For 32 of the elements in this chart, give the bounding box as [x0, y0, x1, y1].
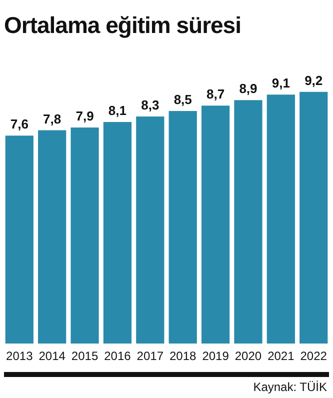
data-label: 9,1: [272, 76, 290, 91]
x-tick-label: 2015: [71, 349, 98, 364]
data-label: 8,9: [239, 81, 258, 96]
bar: [234, 100, 262, 344]
x-tick-label: 2013: [6, 349, 34, 364]
x-tick-label: 2021: [268, 349, 295, 364]
bar: [38, 130, 66, 344]
bar: [136, 116, 164, 344]
data-label: 8,3: [141, 98, 160, 113]
x-tick-label: 2022: [300, 349, 328, 364]
text: Kaynak: TÜİK: [253, 380, 327, 394]
data-label: 8,7: [206, 86, 225, 102]
chart-title: Ortalama eğitim süresi: [4, 12, 241, 39]
data-label: 7,9: [76, 108, 94, 124]
data-label: 9,2: [304, 72, 323, 88]
bar: [103, 122, 132, 344]
x-tick-label: 2016: [104, 349, 132, 364]
x-tick-label: 2014: [38, 349, 66, 364]
bar: [70, 127, 99, 344]
data-label: 7,8: [43, 111, 62, 126]
bar: [201, 106, 230, 344]
bar: [5, 136, 34, 344]
bar: [266, 94, 295, 344]
data-label: 8,5: [174, 92, 192, 108]
bar: [300, 92, 328, 344]
x-tick-label: 2017: [136, 349, 164, 364]
bar: [168, 111, 197, 344]
x-tick-label: 2020: [234, 349, 262, 364]
x-tick-label: 2018: [169, 349, 197, 364]
data-label: 7,6: [10, 116, 28, 132]
data-label: 8,1: [108, 103, 127, 118]
x-tick-label: 2019: [202, 349, 230, 364]
